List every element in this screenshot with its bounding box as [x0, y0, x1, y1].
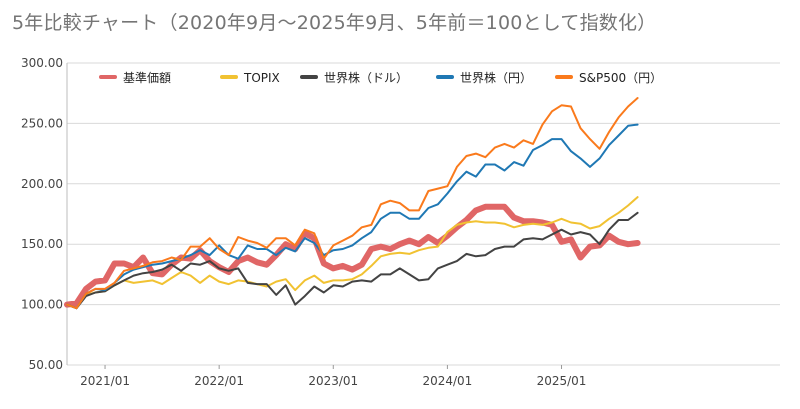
legend-label: 基準価額 — [123, 70, 171, 85]
series-line-1 — [66, 196, 639, 310]
legend-label: 世界株（円） — [460, 70, 532, 85]
y-tick-label: 100.00 — [21, 298, 63, 312]
y-tick-label: 150.00 — [21, 237, 63, 251]
legend-label: S&P500（円） — [579, 71, 662, 85]
legend-label: 世界株（ドル） — [324, 70, 408, 85]
x-tick-label: 2021/01 — [80, 374, 130, 388]
y-tick-label: 200.00 — [21, 177, 63, 191]
y-tick-label: 300.00 — [21, 56, 63, 70]
y-tick-label: 250.00 — [21, 116, 63, 130]
y-tick-label: 50.00 — [29, 358, 63, 372]
legend-label: TOPIX — [243, 71, 280, 85]
series-line-2 — [66, 211, 639, 310]
x-tick-label: 2024/01 — [422, 374, 472, 388]
x-tick-label: 2025/01 — [537, 374, 587, 388]
chart-title: 5年比較チャート（2020年9月〜2025年9月、5年前＝100として指数化） — [12, 12, 657, 34]
series-line-3 — [66, 123, 639, 310]
series-line-0 — [64, 203, 641, 308]
x-tick-label: 2023/01 — [308, 374, 358, 388]
series-line-4 — [66, 97, 639, 310]
x-tick-label: 2022/01 — [194, 374, 244, 388]
